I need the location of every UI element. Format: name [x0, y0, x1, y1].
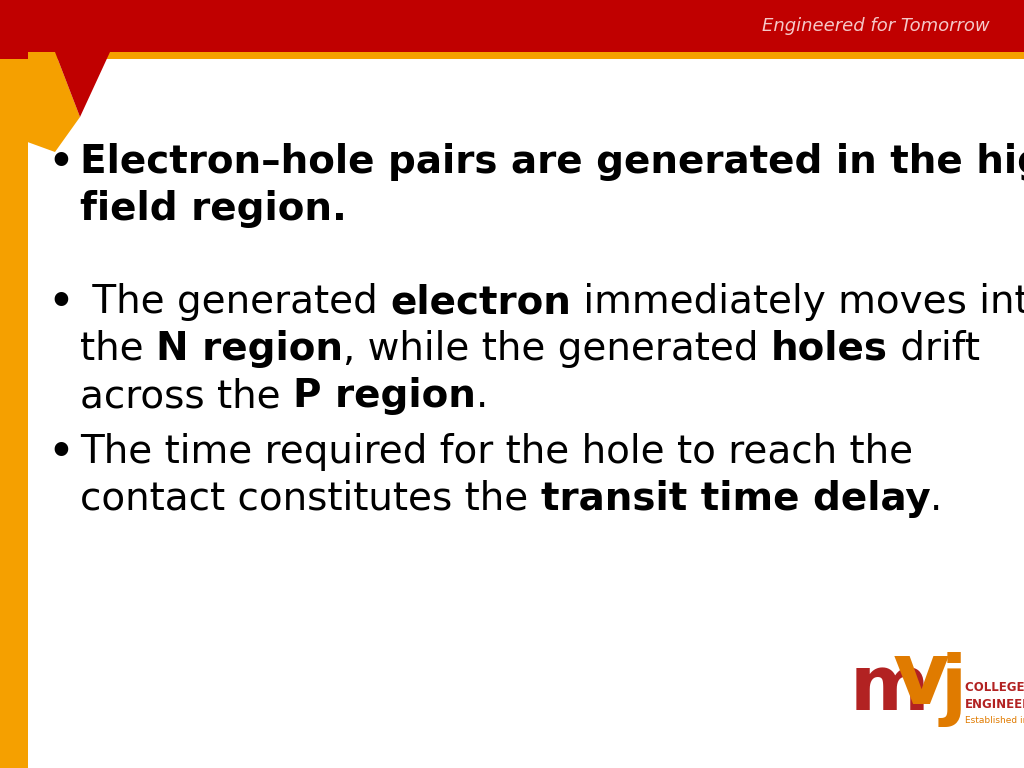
Polygon shape	[0, 52, 80, 152]
Bar	[0, 52, 1024, 59]
Text: •: •	[48, 143, 73, 181]
Text: immediately moves into: immediately moves into	[571, 283, 1024, 321]
Text: electron: electron	[390, 283, 571, 321]
Text: Established in 1982: Established in 1982	[965, 716, 1024, 725]
Text: The generated: The generated	[80, 283, 390, 321]
Text: transit time delay: transit time delay	[541, 480, 931, 518]
Text: P region: P region	[293, 377, 476, 415]
Text: COLLEGE OF
ENGINEERING: COLLEGE OF ENGINEERING	[965, 681, 1024, 711]
Text: .: .	[931, 480, 943, 518]
Text: j: j	[941, 652, 967, 727]
Text: v: v	[893, 638, 950, 722]
Text: N region: N region	[156, 330, 343, 368]
Text: The time required for the hole to reach the: The time required for the hole to reach …	[80, 433, 913, 471]
Polygon shape	[0, 0, 180, 117]
Text: contact constitutes the: contact constitutes the	[80, 480, 541, 518]
Bar	[0, 59, 28, 768]
Text: , while the generated: , while the generated	[343, 330, 771, 368]
Text: drift: drift	[888, 330, 980, 368]
Text: m: m	[850, 652, 930, 726]
Text: field region.: field region.	[80, 190, 347, 228]
Text: •: •	[48, 283, 73, 321]
Text: the: the	[80, 330, 156, 368]
Text: Engineered for Tomorrow: Engineered for Tomorrow	[763, 17, 990, 35]
Bar	[0, 0, 1024, 52]
Text: across the: across the	[80, 377, 293, 415]
Text: •: •	[48, 433, 73, 471]
Text: Electron–hole pairs are generated in the high: Electron–hole pairs are generated in the…	[80, 143, 1024, 181]
Text: holes: holes	[771, 330, 888, 368]
Text: .: .	[476, 377, 488, 415]
